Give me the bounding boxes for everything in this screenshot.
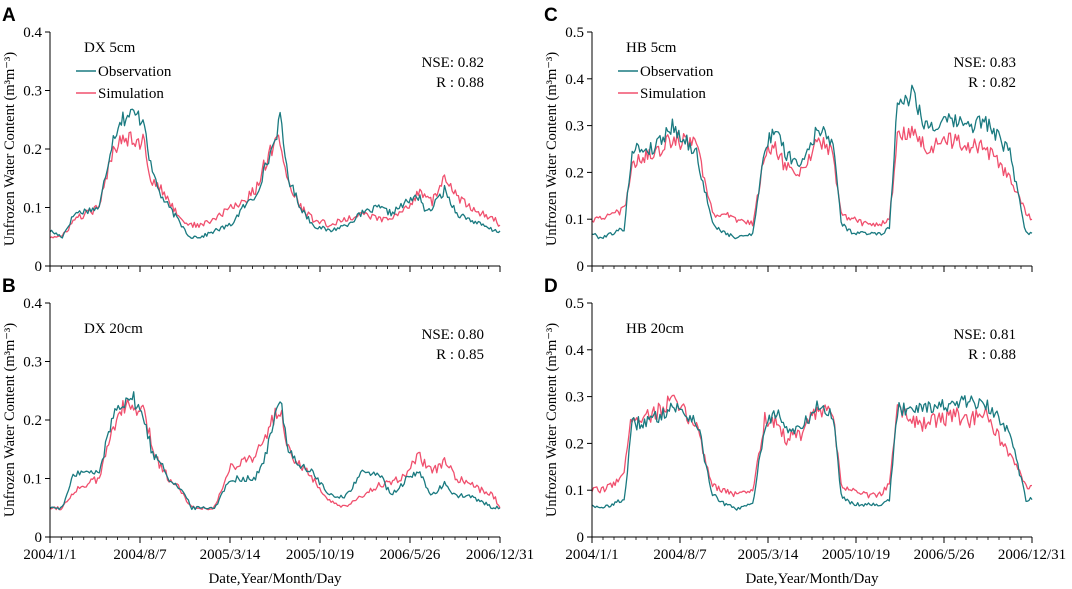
r-stat: R : 0.82 [968,75,1016,91]
series-line-observation [591,395,1033,511]
x-tick-label: 2006/5/26 [380,547,441,563]
y-tick-label: 0.5 [565,296,584,312]
y-tick-label: 0.4 [565,343,584,359]
x-tick-label: 2005/3/14 [738,547,799,563]
x-tick-label: 2005/10/19 [286,547,354,563]
series-line-observation [49,108,501,239]
series-line-observation [591,84,1033,240]
y-axis-label: Unfrozen Water Content (m³m⁻³) [544,52,560,246]
y-tick-label: 0.4 [565,72,584,88]
x-tick-label: 2006/5/26 [914,547,975,563]
x-axis-label: Date,Year/Month/Day [745,571,879,587]
y-tick-label: 0.1 [565,212,584,228]
y-tick-label: 0.3 [565,390,584,406]
panel-B: B 0 0.1 0.2 0.3 0.4 2004/1/1 2004/8/7 2005/3/14 2… [2,276,534,563]
y-tick-label: 0.3 [565,119,584,135]
y-tick-label: 0.1 [23,472,42,488]
panel-title: DX 20cm [84,321,143,337]
series-line-simulation [49,131,501,239]
x-tick-label: 2004/1/1 [23,547,76,563]
x-axis-label: Date,Year/Month/Day [208,571,342,587]
nse-stat: NSE: 0.81 [953,327,1016,343]
x-tick-label: 2006/12/31 [466,547,534,563]
legend-label-observation: Observation [640,64,714,80]
y-tick-label: 0 [577,259,585,275]
y-tick-label: 0.3 [23,84,42,100]
y-tick-label: 0.2 [565,436,584,452]
panel-letter: C [544,5,558,26]
y-axis-label: Unfrozen Water Content (m³m⁻³) [544,323,560,517]
panel-letter: A [2,5,16,26]
series-line-simulation [591,394,1033,499]
panel-title: HB 20cm [626,321,684,337]
panels-group: A 0 0.1 0.2 0.3 0.4 Unfrozen Water Content (m³… [2,5,1066,587]
nse-stat: NSE: 0.83 [953,55,1016,71]
y-tick-label: 0.2 [565,165,584,181]
y-tick-label: 0 [35,259,43,275]
y-tick-label: 0 [577,530,585,546]
x-tick-label: 2004/8/7 [113,547,167,563]
series-line-observation [49,391,501,511]
nse-stat: NSE: 0.82 [421,55,484,71]
legend-label-simulation: Simulation [640,86,706,102]
series-line-simulation [591,125,1033,227]
panel-letter: B [2,276,16,297]
x-tick-label: 2006/12/31 [998,547,1066,563]
x-tick-label: 2004/8/7 [653,547,707,563]
x-tick-label: 2004/1/1 [565,547,618,563]
y-tick-label: 0.3 [23,355,42,371]
panel-A: A 0 0.1 0.2 0.3 0.4 Unfrozen Water Content (m³… [2,5,501,275]
legend-label-observation: Observation [98,64,172,80]
panel-letter: D [544,276,558,297]
nse-stat: NSE: 0.80 [421,327,484,343]
panel-D: D 0 0.1 0.2 0.3 0.4 0.5 2004/1/1 2004/8/7 2005/3/… [544,276,1066,563]
r-stat: R : 0.88 [436,75,484,91]
y-tick-label: 0.2 [23,413,42,429]
y-tick-label: 0.1 [565,483,584,499]
y-tick-label: 0.2 [23,142,42,158]
r-stat: R : 0.88 [968,347,1016,363]
panel-C: C 0 0.1 0.2 0.3 0.4 0.5 Unfrozen Water Content … [544,5,1033,275]
y-tick-label: 0.4 [23,296,42,312]
y-tick-label: 0.1 [23,201,42,217]
legend-label-simulation: Simulation [98,86,164,102]
x-tick-label: 2005/10/19 [822,547,890,563]
y-axis-label: Unfrozen Water Content (m³m⁻³) [2,52,18,246]
y-tick-label: 0.5 [565,25,584,41]
panel-title: HB 5cm [626,40,677,56]
panel-title: DX 5cm [84,40,136,56]
y-tick-label: 0 [35,530,43,546]
x-tick-label: 2005/3/14 [200,547,261,563]
y-axis-label: Unfrozen Water Content (m³m⁻³) [2,323,18,517]
series-line-simulation [50,398,501,511]
r-stat: R : 0.85 [436,347,484,363]
y-tick-label: 0.4 [23,25,42,41]
